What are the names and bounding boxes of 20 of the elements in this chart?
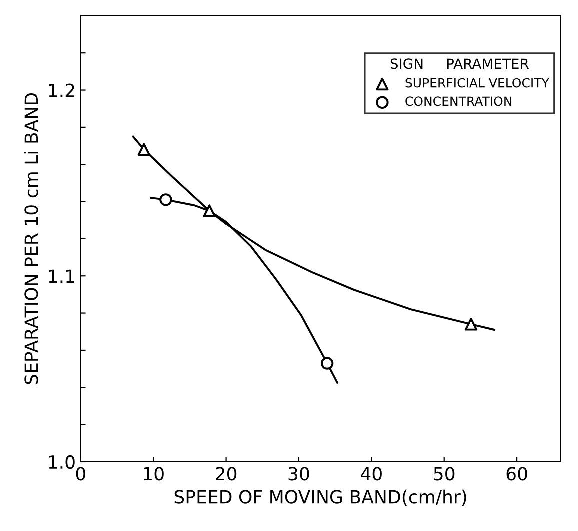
legend-label: CONCENTRATION bbox=[406, 96, 512, 106]
legend-title: SIGN PARAMETER bbox=[390, 58, 529, 70]
x-tick-label: 60 bbox=[506, 467, 528, 481]
x-tick-label: 20 bbox=[216, 467, 237, 481]
x-tick-label: 50 bbox=[434, 467, 455, 481]
x-tick-label: 40 bbox=[361, 467, 382, 481]
legend-label: SUPERFICIAL VELOCITY bbox=[406, 78, 550, 88]
y-tick-label: 1.2 bbox=[49, 84, 74, 98]
y-axis-title: SEPARATION PER 10 cm Li BAND bbox=[24, 93, 38, 384]
x-tick-label: 0 bbox=[76, 467, 86, 481]
x-tick-label: 30 bbox=[288, 467, 310, 481]
point bbox=[320, 357, 334, 370]
y-tick-label: 1.0 bbox=[49, 455, 75, 470]
y-tick-label: 1.1 bbox=[49, 270, 74, 283]
point bbox=[138, 143, 151, 156]
point bbox=[160, 194, 172, 206]
x-axis-title: SPEED OF MOVING BAND(cm/hr) bbox=[174, 490, 466, 506]
x-tick-label: 10 bbox=[144, 467, 164, 481]
point bbox=[203, 204, 216, 218]
point bbox=[464, 318, 478, 331]
